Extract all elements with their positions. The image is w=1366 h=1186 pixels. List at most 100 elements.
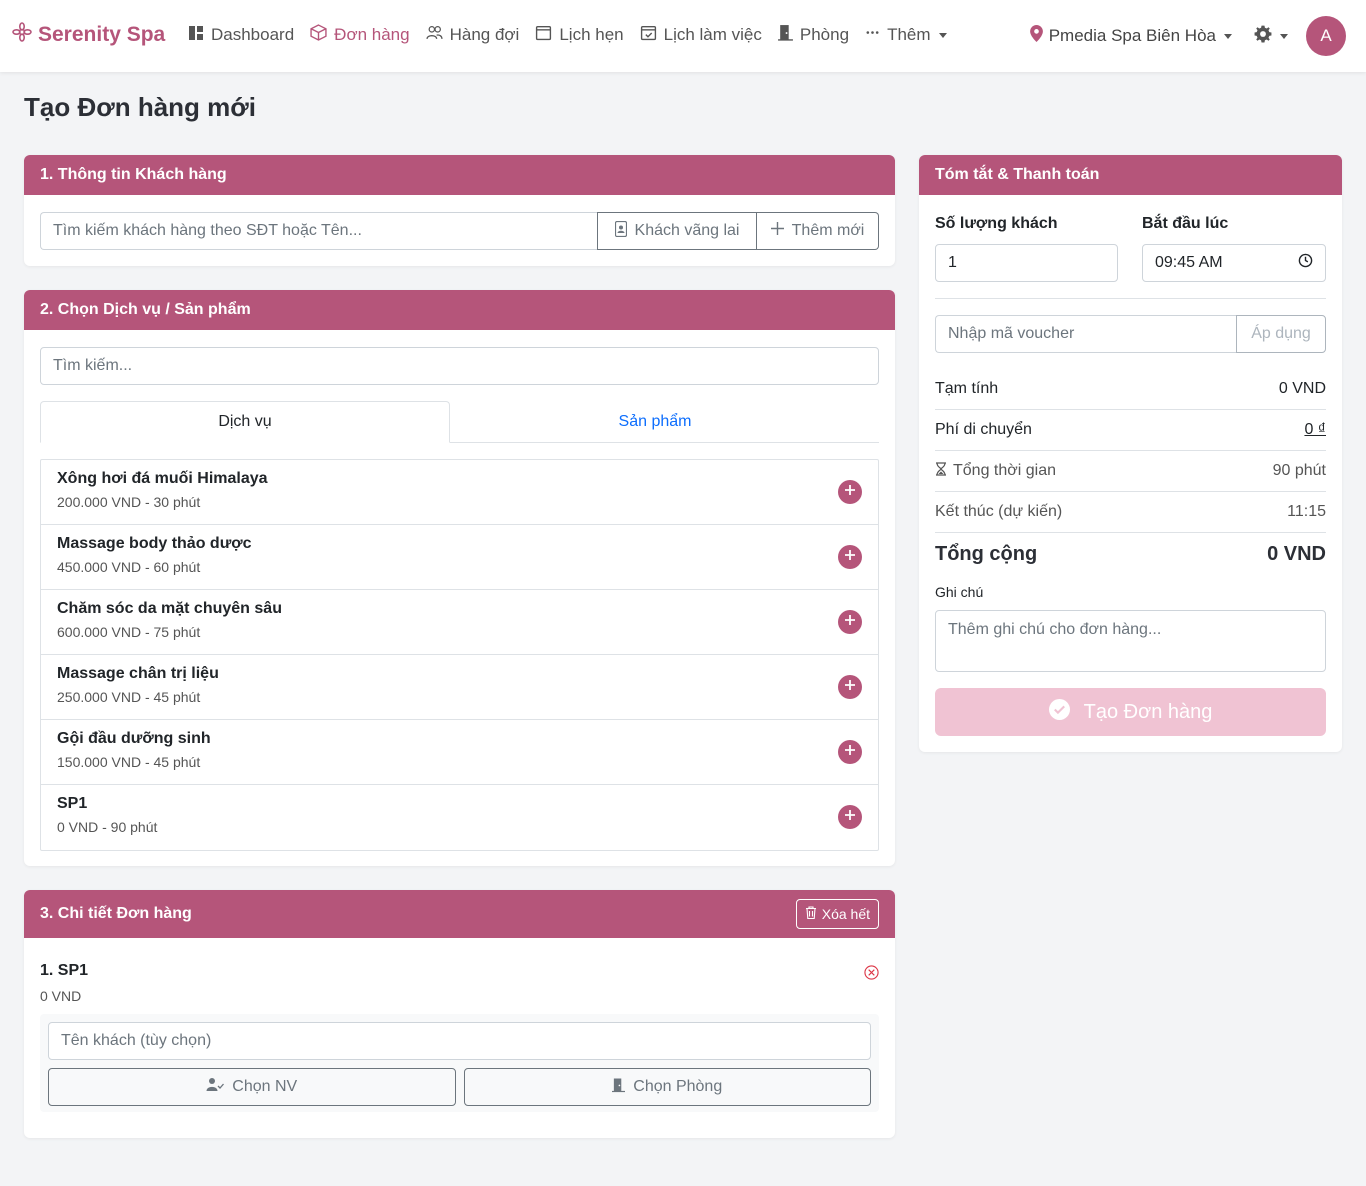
top-navbar: Serenity Spa Dashboard Đơn hàng Hàng đợi… bbox=[0, 0, 1366, 72]
start-time-value: 09:45 AM bbox=[1155, 254, 1223, 271]
note-textarea[interactable]: Thêm ghi chú cho đơn hàng... bbox=[935, 610, 1326, 672]
travel-fee-label: Phí di chuyển bbox=[935, 421, 1032, 438]
tab-products[interactable]: Sản phẩm bbox=[618, 413, 692, 430]
nav-schedule-label: Lịch làm việc bbox=[663, 25, 762, 44]
nav-schedule[interactable]: Lịch làm việc bbox=[640, 24, 762, 46]
guest-name-placeholder: Tên khách (tùy chọn) bbox=[61, 1032, 212, 1049]
user-check-icon bbox=[206, 1077, 232, 1097]
customer-search-placeholder: Tìm kiếm khách hàng theo SĐT hoặc Tên... bbox=[53, 222, 362, 239]
walkin-customer-label: Khách vãng lai bbox=[634, 222, 740, 239]
add-service-button[interactable] bbox=[838, 740, 862, 764]
branch-name: Pmedia Spa Biên Hòa bbox=[1048, 26, 1216, 45]
service-name: Gội đầu dưỡng sinh bbox=[57, 730, 211, 747]
nav-dashboard[interactable]: Dashboard bbox=[188, 25, 294, 46]
service-tabs: Dịch vụ Sản phẩm bbox=[40, 401, 879, 443]
walkin-customer-button[interactable]: Khách vãng lai bbox=[597, 212, 757, 250]
add-customer-button[interactable]: Thêm mới bbox=[757, 212, 879, 250]
list-item[interactable]: Massage chân trị liệu 250.000 VND - 45 p… bbox=[41, 655, 878, 720]
choose-staff-button[interactable]: Chọn NV bbox=[48, 1068, 456, 1106]
travel-fee-row: Phí di chuyển 0 ₫ bbox=[935, 410, 1326, 451]
nav-queue[interactable]: Hàng đợi bbox=[426, 24, 519, 46]
duration-label: Tổng thời gian bbox=[953, 462, 1056, 479]
guest-name-input[interactable]: Tên khách (tùy chọn) bbox=[48, 1022, 871, 1060]
create-order-button[interactable]: Tạo Đơn hàng bbox=[935, 688, 1326, 736]
services-card: 2. Chọn Dịch vụ / Sản phẩm Tìm kiếm... D… bbox=[24, 290, 895, 866]
order-item-price: 0 VND bbox=[40, 988, 82, 1004]
services-card-title: 2. Chọn Dịch vụ / Sản phẩm bbox=[40, 301, 251, 318]
subtotal-value: 0 VND bbox=[1278, 380, 1326, 397]
add-service-button[interactable] bbox=[838, 545, 862, 569]
guest-count-value: 1 bbox=[948, 254, 957, 271]
service-meta: 150.000 VND - 45 phút bbox=[57, 754, 201, 770]
list-item[interactable]: Xông hơi đá muối Himalaya 200.000 VND - … bbox=[41, 460, 878, 525]
service-name: SP1 bbox=[57, 795, 88, 812]
travel-fee-value: 0 ₫ bbox=[1304, 421, 1326, 438]
tab-services[interactable]: Dịch vụ bbox=[40, 401, 450, 443]
avatar[interactable]: A bbox=[1306, 16, 1346, 56]
service-list: Xông hơi đá muối Himalaya 200.000 VND - … bbox=[40, 459, 879, 851]
add-service-button[interactable] bbox=[838, 805, 862, 829]
nav-rooms[interactable]: Phòng bbox=[777, 24, 850, 46]
settings-dropdown[interactable] bbox=[1254, 25, 1288, 48]
duration-value: 90 phút bbox=[1272, 462, 1326, 479]
nav-orders[interactable]: Đơn hàng bbox=[310, 24, 410, 46]
list-item[interactable]: Chăm sóc da mặt chuyên sâu 600.000 VND -… bbox=[41, 590, 878, 655]
gear-icon bbox=[1254, 25, 1272, 48]
plus-icon bbox=[844, 808, 856, 826]
hourglass-icon bbox=[935, 461, 953, 481]
lotus-icon bbox=[12, 22, 38, 48]
add-service-button[interactable] bbox=[838, 610, 862, 634]
customer-search-input[interactable]: Tìm kiếm khách hàng theo SĐT hoặc Tên... bbox=[40, 212, 597, 250]
chevron-down-icon bbox=[1224, 33, 1232, 39]
guest-count-input[interactable]: 1 bbox=[935, 244, 1118, 282]
trash-icon bbox=[805, 906, 822, 922]
remove-item-button[interactable] bbox=[864, 965, 879, 985]
brand-logo[interactable]: Serenity Spa bbox=[12, 22, 165, 48]
service-name: Chăm sóc da mặt chuyên sâu bbox=[57, 600, 282, 617]
list-item[interactable]: Gội đầu dưỡng sinh 150.000 VND - 45 phút bbox=[41, 720, 878, 785]
clear-all-button[interactable]: Xóa hết bbox=[795, 899, 879, 929]
nav-right: Pmedia Spa Biên Hòa A bbox=[1029, 16, 1346, 56]
order-details-title: 3. Chi tiết Đơn hàng bbox=[40, 905, 192, 922]
brand-name: Serenity Spa bbox=[38, 23, 166, 46]
nav-more-dropdown[interactable]: Thêm bbox=[865, 25, 947, 45]
order-item-options: Tên khách (tùy chọn) Chọn NV Chọn Phòng bbox=[40, 1014, 879, 1112]
service-meta: 0 VND - 90 phút bbox=[57, 819, 158, 835]
total-row: Tổng cộng 0 VND bbox=[935, 543, 1326, 566]
subtotal-row: Tạm tính 0 VND bbox=[935, 369, 1326, 410]
add-service-button[interactable] bbox=[838, 480, 862, 504]
service-meta: 600.000 VND - 75 phút bbox=[57, 624, 201, 640]
add-service-button[interactable] bbox=[838, 675, 862, 699]
note-placeholder: Thêm ghi chú cho đơn hàng... bbox=[948, 621, 1162, 638]
service-meta: 250.000 VND - 45 phút bbox=[57, 689, 201, 705]
dashboard-icon bbox=[188, 25, 211, 46]
start-time-input[interactable]: 09:45 AM bbox=[1142, 244, 1326, 282]
chevron-down-icon bbox=[938, 32, 947, 38]
voucher-input[interactable]: Nhập mã voucher bbox=[935, 315, 1236, 353]
voucher-placeholder: Nhập mã voucher bbox=[948, 325, 1075, 342]
nav-appointments[interactable]: Lịch hẹn bbox=[535, 24, 624, 46]
start-time-label: Bắt đầu lúc bbox=[1142, 215, 1229, 232]
nav-dashboard-label: Dashboard bbox=[211, 25, 295, 44]
plus-icon bbox=[770, 222, 792, 240]
guest-count-label: Số lượng khách bbox=[935, 215, 1058, 232]
choose-room-label: Chọn Phòng bbox=[633, 1078, 723, 1095]
order-details-header: 3. Chi tiết Đơn hàng Xóa hết bbox=[24, 890, 895, 938]
chevron-down-icon bbox=[1280, 33, 1288, 39]
service-name: Massage body thảo dược bbox=[57, 535, 252, 552]
list-item[interactable]: Massage body thảo dược 450.000 VND - 60 … bbox=[41, 525, 878, 590]
service-search-input[interactable]: Tìm kiếm... bbox=[40, 347, 879, 385]
services-card-header: 2. Chọn Dịch vụ / Sản phẩm bbox=[24, 290, 895, 330]
plus-icon bbox=[844, 678, 856, 696]
order-item-buttons: Chọn NV Chọn Phòng bbox=[48, 1068, 871, 1106]
list-item[interactable]: SP1 0 VND - 90 phút bbox=[41, 785, 878, 850]
map-pin-icon bbox=[1029, 25, 1049, 47]
nav-rooms-label: Phòng bbox=[799, 25, 850, 44]
choose-room-button[interactable]: Chọn Phòng bbox=[463, 1068, 871, 1106]
close-circle-icon bbox=[864, 965, 879, 984]
apply-voucher-button[interactable]: Áp dụng bbox=[1236, 315, 1326, 353]
add-customer-label: Thêm mới bbox=[791, 222, 865, 239]
customer-card-header: 1. Thông tin Khách hàng bbox=[24, 155, 895, 195]
end-time-label: Kết thúc (dự kiến) bbox=[935, 503, 1063, 520]
branch-selector[interactable]: Pmedia Spa Biên Hòa bbox=[1029, 25, 1232, 47]
